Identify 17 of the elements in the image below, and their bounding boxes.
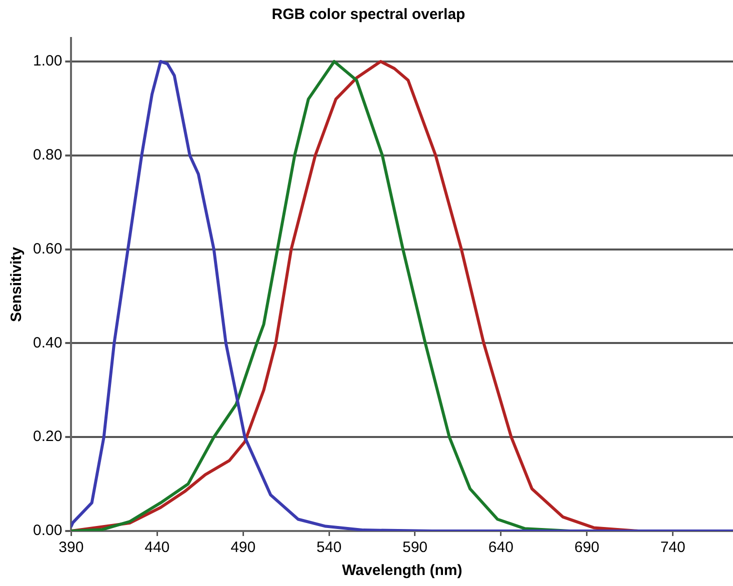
x-axis-title: Wavelength (nm) <box>342 562 462 580</box>
y-tick-label: 1.00 <box>32 52 62 70</box>
x-tick-label: 690 <box>574 539 600 556</box>
y-tick-label: 0.80 <box>32 146 62 164</box>
x-tick-label: 590 <box>402 539 428 556</box>
y-tick-label: 0.40 <box>32 334 62 352</box>
x-tick-label: 440 <box>144 539 170 556</box>
x-tick-label: 640 <box>488 539 514 556</box>
y-tick-label: 0.00 <box>32 522 62 540</box>
x-tick-label: 540 <box>316 539 342 556</box>
x-tick-label: 740 <box>660 539 686 556</box>
y-tick-label: 0.20 <box>32 428 62 446</box>
chart-title: RGB color spectral overlap <box>272 6 466 24</box>
x-tick-label: 390 <box>58 539 84 556</box>
y-axis-title: Sensitivity <box>8 246 26 322</box>
x-tick-label: 490 <box>230 539 256 556</box>
y-tick-label: 0.60 <box>32 240 62 258</box>
